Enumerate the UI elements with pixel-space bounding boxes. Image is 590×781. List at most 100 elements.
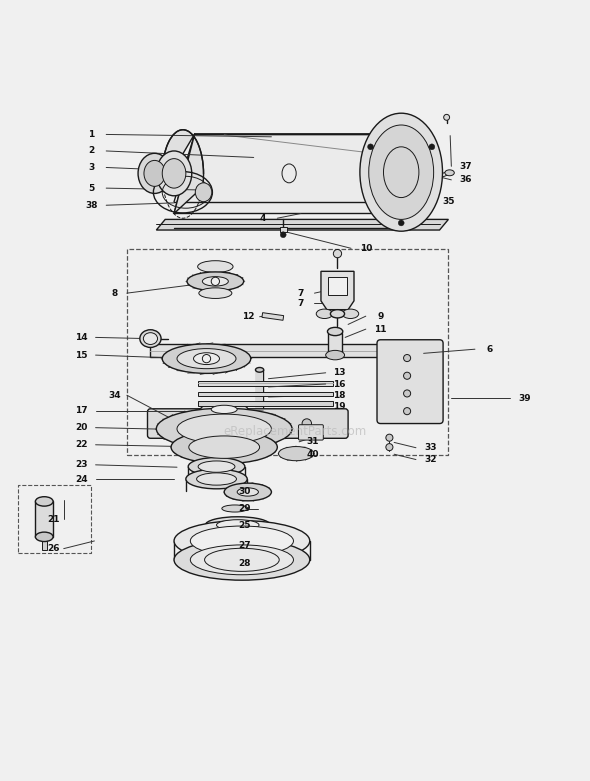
Ellipse shape	[177, 414, 271, 444]
Ellipse shape	[327, 327, 343, 336]
Text: 21: 21	[47, 515, 60, 523]
Polygon shape	[156, 219, 448, 230]
Bar	[150, 344, 381, 358]
Polygon shape	[321, 271, 354, 310]
Text: 34: 34	[109, 390, 122, 400]
Text: 39: 39	[519, 394, 532, 403]
Ellipse shape	[202, 276, 228, 286]
Ellipse shape	[316, 309, 333, 319]
Circle shape	[404, 355, 411, 362]
Ellipse shape	[191, 545, 293, 575]
Text: 23: 23	[75, 460, 88, 469]
Text: 35: 35	[442, 197, 455, 206]
Ellipse shape	[222, 505, 248, 512]
Text: 17: 17	[75, 406, 88, 415]
Text: 8: 8	[112, 289, 118, 298]
Circle shape	[169, 419, 179, 428]
Text: 7: 7	[298, 298, 304, 308]
Text: 3: 3	[88, 163, 94, 172]
Ellipse shape	[194, 353, 219, 365]
Text: 28: 28	[238, 559, 251, 568]
FancyBboxPatch shape	[377, 340, 443, 423]
Ellipse shape	[195, 183, 212, 201]
Circle shape	[429, 144, 435, 150]
Circle shape	[202, 355, 211, 362]
Text: 29: 29	[238, 504, 251, 513]
Text: 11: 11	[374, 325, 387, 333]
Circle shape	[211, 277, 219, 286]
Text: 4: 4	[260, 214, 266, 223]
Text: 1: 1	[88, 130, 94, 139]
Polygon shape	[162, 130, 204, 213]
Bar	[262, 312, 284, 320]
Ellipse shape	[201, 402, 248, 416]
Ellipse shape	[342, 309, 359, 319]
Text: 37: 37	[460, 162, 473, 171]
Text: 18: 18	[333, 390, 346, 400]
Ellipse shape	[144, 160, 165, 187]
Text: 33: 33	[424, 444, 437, 452]
Text: 14: 14	[75, 333, 88, 342]
Ellipse shape	[237, 488, 258, 496]
Ellipse shape	[171, 430, 277, 464]
Circle shape	[280, 232, 286, 237]
Bar	[198, 401, 333, 406]
Ellipse shape	[35, 532, 53, 541]
Bar	[280, 227, 287, 233]
Bar	[35, 501, 53, 537]
Bar	[198, 392, 333, 397]
Ellipse shape	[224, 483, 271, 501]
Text: 2: 2	[88, 147, 94, 155]
Circle shape	[368, 144, 373, 150]
Ellipse shape	[360, 113, 442, 231]
Ellipse shape	[143, 333, 158, 344]
Ellipse shape	[198, 461, 235, 473]
Ellipse shape	[205, 517, 270, 533]
Ellipse shape	[326, 351, 345, 360]
Circle shape	[398, 220, 404, 226]
Ellipse shape	[188, 458, 245, 476]
Ellipse shape	[140, 330, 161, 348]
Polygon shape	[174, 134, 401, 213]
Circle shape	[404, 408, 411, 415]
Text: 25: 25	[238, 520, 251, 530]
Circle shape	[386, 444, 393, 451]
Ellipse shape	[445, 169, 454, 176]
Ellipse shape	[187, 272, 244, 291]
Ellipse shape	[174, 521, 310, 562]
Ellipse shape	[278, 447, 314, 461]
Ellipse shape	[189, 436, 260, 458]
Ellipse shape	[186, 469, 247, 489]
Text: 27: 27	[238, 541, 251, 550]
Ellipse shape	[191, 526, 293, 556]
Ellipse shape	[369, 125, 434, 219]
Text: 7: 7	[298, 289, 304, 298]
Text: 12: 12	[241, 312, 254, 321]
Ellipse shape	[330, 310, 345, 318]
Ellipse shape	[174, 540, 310, 580]
Ellipse shape	[156, 151, 192, 196]
Text: 20: 20	[76, 423, 87, 432]
Polygon shape	[328, 277, 347, 295]
Circle shape	[444, 114, 450, 120]
Text: 40: 40	[306, 450, 319, 458]
Text: 15: 15	[75, 351, 88, 359]
Text: 19: 19	[333, 402, 346, 411]
Text: 36: 36	[460, 176, 473, 184]
Ellipse shape	[255, 368, 264, 373]
Text: 38: 38	[85, 201, 98, 210]
Bar	[198, 381, 333, 386]
Text: eReplacementParts.com: eReplacementParts.com	[224, 426, 366, 438]
Text: 26: 26	[47, 544, 60, 553]
Circle shape	[302, 419, 312, 428]
Text: 5: 5	[88, 184, 94, 193]
Ellipse shape	[35, 497, 53, 506]
Circle shape	[333, 249, 342, 258]
Ellipse shape	[138, 153, 171, 194]
Text: 10: 10	[360, 244, 372, 253]
Circle shape	[404, 390, 411, 397]
Text: 6: 6	[487, 344, 493, 354]
Ellipse shape	[162, 344, 251, 373]
FancyBboxPatch shape	[299, 425, 323, 440]
Bar	[328, 333, 342, 356]
